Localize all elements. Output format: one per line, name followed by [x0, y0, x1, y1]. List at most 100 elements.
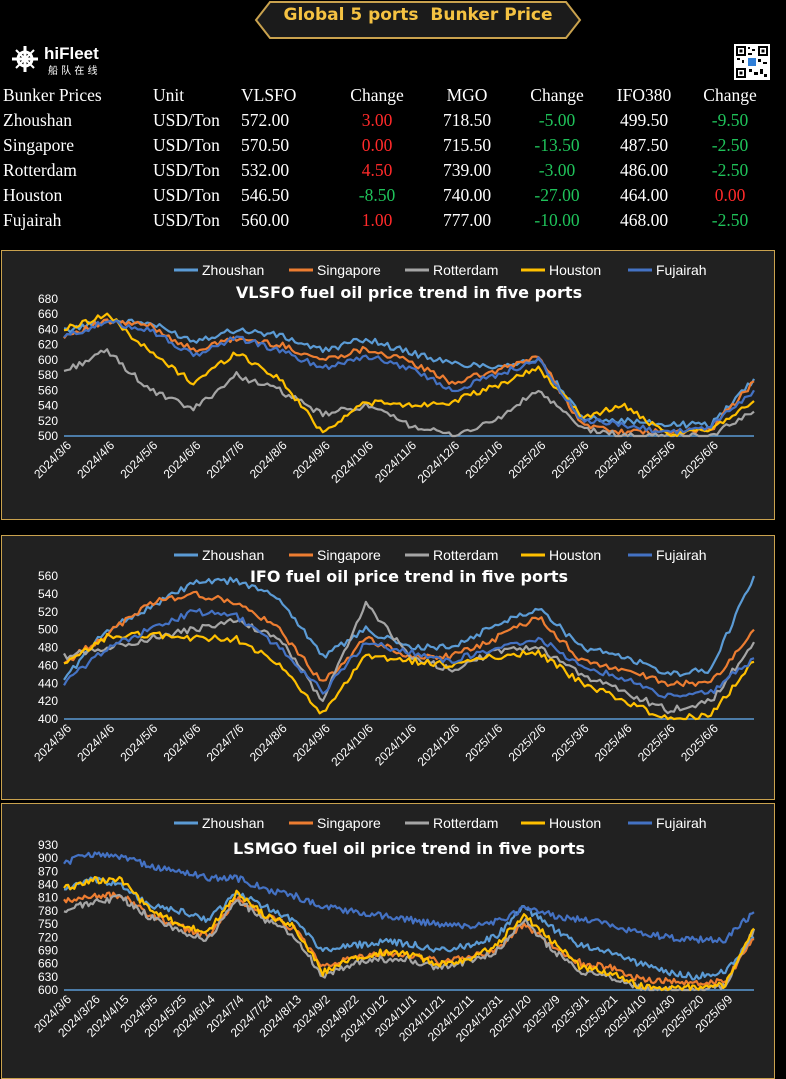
mgo-price: 715.50 — [442, 135, 492, 155]
table-header-row: Bunker Prices Unit VLSFO Change MGO Chan… — [0, 83, 773, 108]
x-tick-label: 2025/2/6 — [506, 721, 549, 764]
legend-item: Singapore — [289, 815, 381, 831]
x-tick-label: 2024/5/6 — [117, 438, 160, 481]
y-tick-label: 600 — [38, 983, 58, 997]
mgo-change: -5.00 — [538, 110, 576, 130]
legend-label: Houston — [549, 815, 601, 831]
x-tick-label: 2024/11/6 — [372, 438, 419, 485]
lsmgo-chart: Zhoushan Singapore Rotterdam Houston Fujaira… — [31, 815, 756, 1045]
ifo-change: 0.00 — [714, 185, 746, 205]
unit-cell: USD/Ton — [153, 110, 220, 130]
mgo-change: -13.50 — [534, 135, 580, 155]
logo-name: hiFleet — [44, 44, 99, 63]
ifo-price: 486.00 — [619, 160, 669, 180]
y-tick-label: 560 — [38, 569, 58, 583]
legend-item: Rotterdam — [405, 262, 498, 278]
legend-item: Singapore — [289, 262, 381, 278]
y-tick-label: 540 — [38, 587, 58, 601]
unit-cell: USD/Ton — [153, 160, 220, 180]
vlsfo-chart-panel: Zhoushan Singapore Rotterdam Houston Fujaira… — [1, 250, 775, 520]
vlsfo-price: 572.00 — [241, 110, 290, 130]
ifo-change: -2.50 — [711, 210, 749, 230]
unit-cell: USD/Ton — [153, 210, 220, 230]
vlsfo-change: -8.50 — [358, 185, 396, 205]
legend-label: Fujairah — [656, 547, 707, 563]
legend-label: Houston — [549, 262, 601, 278]
title-banner: Global 5 ports Bunker Price — [248, 0, 588, 40]
vlsfo-price: 560.00 — [241, 210, 290, 230]
bunker-price-table: Bunker Prices Unit VLSFO Change MGO Chan… — [0, 83, 773, 233]
header-mgo: MGO — [446, 85, 488, 105]
y-tick-label: 720 — [38, 930, 58, 944]
y-tick-label: 520 — [38, 414, 58, 428]
ifo-change: -2.50 — [711, 135, 749, 155]
legend-item: Rotterdam — [405, 547, 498, 563]
y-tick-label: 630 — [38, 970, 58, 984]
series-line-rotterdam — [63, 600, 755, 715]
legend-item: Fujairah — [628, 547, 707, 563]
ifo-price: 499.50 — [619, 110, 669, 130]
y-tick-label: 400 — [38, 712, 58, 726]
x-tick-label: 2024/8/6 — [247, 721, 290, 764]
y-tick-label: 690 — [38, 943, 58, 957]
ship-wheel-icon — [12, 46, 38, 72]
legend-label: Fujairah — [656, 262, 707, 278]
y-tick-label: 480 — [38, 641, 58, 655]
chart-title: LSMGO fuel oil price trend in five ports — [233, 839, 585, 858]
vlsfo-change: 0.00 — [361, 135, 393, 155]
series-line-singapore — [63, 318, 755, 436]
legend-item: Zhoushan — [174, 815, 264, 831]
x-tick-label: 2024/8/6 — [247, 438, 290, 481]
mgo-change: -10.00 — [534, 210, 580, 230]
x-tick-label: 2025/3/6 — [549, 438, 592, 481]
port-name: Houston — [3, 185, 63, 205]
series-line-houston — [63, 875, 755, 991]
unit-cell: USD/Ton — [153, 135, 220, 155]
y-tick-label: 520 — [38, 605, 58, 619]
x-tick-label: 2025/4/6 — [592, 721, 635, 764]
ifo-price: 468.00 — [619, 210, 669, 230]
y-tick-label: 440 — [38, 676, 58, 690]
ifo-change: -9.50 — [711, 110, 749, 130]
header-mgo-change: Change — [530, 85, 584, 105]
ifo-chart: Zhoushan Singapore Rotterdam Houston Fujaira… — [31, 547, 756, 769]
series-line-fujairah — [63, 319, 755, 435]
x-tick-label: 2024/10/6 — [328, 721, 376, 769]
mgo-change: -3.00 — [538, 160, 576, 180]
lsmgo-chart-panel: Zhoushan Singapore Rotterdam Houston Fujaira… — [1, 803, 775, 1079]
vlsfo-chart: Zhoushan Singapore Rotterdam Houston Fujaira… — [31, 262, 755, 486]
port-name: Fujairah — [3, 210, 62, 230]
y-tick-label: 580 — [38, 368, 58, 382]
y-tick-label: 680 — [38, 292, 58, 306]
y-tick-label: 660 — [38, 957, 58, 971]
legend-item: Houston — [521, 815, 601, 831]
vlsfo-change: 1.00 — [361, 210, 393, 230]
legend-label: Singapore — [317, 262, 381, 278]
series-line-zhoushan — [63, 876, 755, 981]
series-line-zhoushan — [63, 575, 756, 681]
series-line-fujairah — [63, 608, 755, 699]
x-tick-label: 2024/7/6 — [204, 721, 247, 764]
unit-cell: USD/Ton — [153, 185, 220, 205]
y-tick-label: 560 — [38, 383, 58, 397]
x-tick-label: 2024/5/6 — [117, 721, 160, 764]
ifo-price: 464.00 — [619, 185, 669, 205]
x-tick-label: 2025/1/6 — [462, 721, 505, 764]
port-name: Zhoushan — [3, 110, 73, 130]
y-tick-label: 540 — [38, 399, 58, 413]
legend-item: Houston — [521, 262, 601, 278]
legend-label: Zhoushan — [202, 547, 264, 563]
header-ifo380: IFO380 — [616, 85, 672, 105]
series-line-rotterdam — [63, 348, 755, 438]
hifleet-logo: hiFleet 船 队 在 线 — [10, 44, 99, 77]
y-tick-label: 500 — [38, 623, 58, 637]
series-line-houston — [63, 630, 755, 721]
x-tick-label: 2024/4/6 — [74, 721, 117, 764]
y-tick-label: 620 — [38, 338, 58, 352]
legend-item: Zhoushan — [174, 262, 264, 278]
x-tick-label: 2024/12/6 — [415, 721, 463, 769]
legend-item: Zhoushan — [174, 547, 264, 563]
chart-title: IFO fuel oil price trend in five ports — [250, 567, 568, 586]
legend-label: Fujairah — [656, 815, 707, 831]
logo-subtitle: 船 队 在 线 — [48, 66, 98, 77]
